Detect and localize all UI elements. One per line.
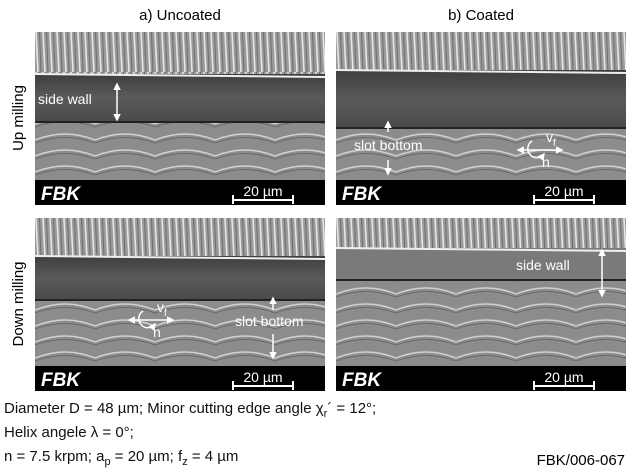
surface-top <box>336 218 626 248</box>
slot-bottom <box>35 122 325 180</box>
surface-top <box>35 32 325 74</box>
row-label: Up milling <box>10 85 27 151</box>
caption-text: n = 7.5 krpm; a <box>4 448 105 465</box>
slot-bottom <box>35 300 325 366</box>
rotation-label: n <box>153 324 161 340</box>
annotation: slot bottom <box>354 137 422 153</box>
sem-image: FBK 20 µm side wall <box>35 32 325 205</box>
caption-line: n = 7.5 krpm; ap = 20 µm; fz = 4 µm <box>4 448 238 468</box>
caption-text: = 20 µm; f <box>111 448 183 465</box>
caption-text: ´ = 12°; <box>327 400 376 417</box>
caption-text: = 4 µm <box>188 448 239 465</box>
slot-wall <box>336 70 626 128</box>
surface-top <box>35 218 325 256</box>
caption-line: Diameter D = 48 µm; Minor cutting edge a… <box>4 400 376 420</box>
annotation: side wall <box>516 257 570 273</box>
feed-symbol: v <box>157 299 164 315</box>
slot-bottom <box>336 280 626 366</box>
annotation: slot bottom <box>235 313 303 329</box>
sem-image: FBK 20 µm slot bottom vfn <box>336 32 626 205</box>
scale-label: 20 µm <box>243 183 282 199</box>
rotation-label: n <box>542 154 550 170</box>
caption-line: Helix angele λ = 0°; <box>4 424 134 441</box>
scale-label: 20 µm <box>243 369 282 385</box>
scale-label: 20 µm <box>544 369 583 385</box>
figure-code: FBK/006-067 <box>537 452 625 469</box>
figure: a) Uncoated b) Coated Up milling Down mi… <box>0 0 630 470</box>
column-label: b) Coated <box>448 7 514 24</box>
logo: FBK <box>342 184 382 205</box>
scale-label: 20 µm <box>544 183 583 199</box>
surface-top <box>336 32 626 70</box>
subscript: f <box>553 138 556 149</box>
logo: FBK <box>342 370 382 391</box>
subscript: f <box>164 308 167 319</box>
slot-wall <box>336 248 626 280</box>
feed-symbol: v <box>546 129 553 145</box>
row-label: Down milling <box>10 261 27 346</box>
sem-image: FBK 20 µm side wall <box>336 218 626 391</box>
slot-wall <box>35 256 325 300</box>
caption-text: Diameter D = 48 µm; Minor cutting edge a… <box>4 400 324 417</box>
logo: FBK <box>41 184 81 205</box>
caption-text: Helix angele λ = 0°; <box>4 424 134 441</box>
sem-image: FBK 20 µm slot bottom vfn <box>35 218 325 391</box>
annotation: side wall <box>38 91 92 107</box>
column-label: a) Uncoated <box>139 7 221 24</box>
slot-bottom <box>336 128 626 180</box>
logo: FBK <box>41 370 81 391</box>
